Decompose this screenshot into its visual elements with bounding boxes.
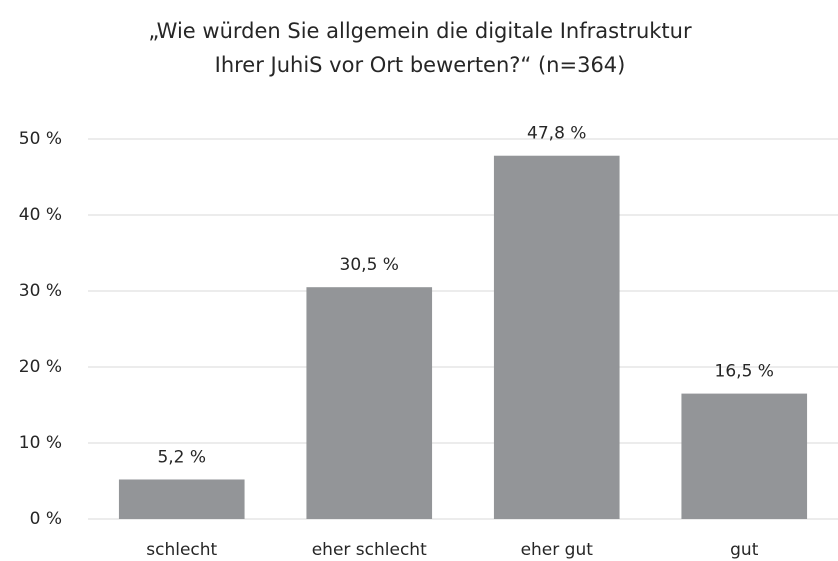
- data-label: 16,5 %: [715, 362, 774, 382]
- data-label: 30,5 %: [340, 255, 399, 275]
- chart-title: Ihrer JuhiS vor Ort bewerten?“ (n=364): [215, 53, 626, 77]
- bar: [306, 287, 433, 519]
- x-tick-label: schlecht: [146, 540, 217, 560]
- data-label: 47,8 %: [527, 124, 586, 144]
- y-tick-label: 10 %: [19, 433, 62, 453]
- x-tick-label: gut: [730, 540, 759, 560]
- bar: [118, 479, 245, 519]
- chart-title: „Wie würden Sie allgemein die digitale I…: [148, 19, 692, 43]
- y-tick-label: 40 %: [19, 205, 62, 225]
- y-tick-label: 20 %: [19, 357, 62, 377]
- x-tick-label: eher schlecht: [312, 540, 427, 560]
- y-tick-label: 30 %: [19, 281, 62, 301]
- data-label: 5,2 %: [157, 447, 206, 467]
- bar: [681, 393, 808, 519]
- bar: [493, 155, 620, 519]
- y-tick-label: 50 %: [19, 129, 62, 149]
- y-tick-label: 0 %: [30, 509, 62, 529]
- x-tick-label: eher gut: [521, 540, 594, 560]
